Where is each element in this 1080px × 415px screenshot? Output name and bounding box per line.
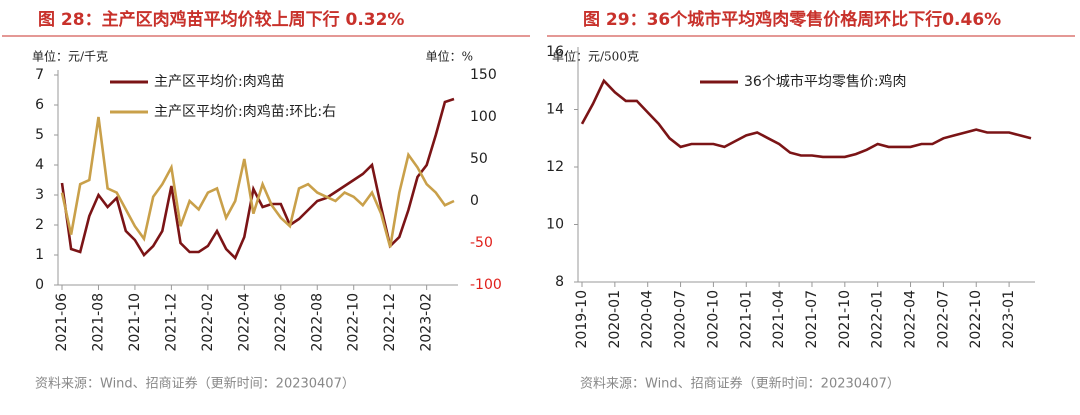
- legend-label: 主产区平均价:肉鸡苗: [154, 73, 285, 90]
- x-tick-label: 2021-08: [90, 293, 106, 352]
- x-tick-label: 2021-12: [163, 293, 179, 352]
- y-unit: 单位：元/千克: [32, 49, 108, 64]
- x-tick-label: 2021-07: [804, 290, 820, 349]
- x-tick-label: 2022-12: [382, 293, 398, 352]
- y-tick-label: 6: [35, 97, 44, 113]
- y2-tick-label: -50: [470, 235, 493, 251]
- x-tick-label: 2020-04: [640, 290, 656, 349]
- x-tick-label: 2023-01: [1001, 290, 1017, 349]
- y-tick-label: 8: [555, 274, 564, 290]
- y-tick-label: 5: [35, 127, 44, 143]
- y2-tick-label: 0: [470, 193, 479, 209]
- y2-tick-label: -100: [470, 277, 502, 293]
- y-tick-label: 14: [546, 102, 564, 118]
- y-tick-label: 4: [35, 157, 44, 173]
- y-unit: 单位：元/500克: [552, 49, 639, 64]
- y2-unit: 单位：%: [426, 49, 473, 64]
- y2-tick-label: 50: [470, 151, 488, 167]
- y-tick-label: 12: [546, 159, 564, 175]
- x-tick-label: 2022-01: [870, 290, 886, 349]
- legend-label: 主产区平均价:肉鸡苗:环比:右: [154, 103, 336, 120]
- x-tick-label: 2021-10: [837, 290, 853, 349]
- series-line: [580, 78, 1032, 159]
- x-tick-label: 2022-06: [273, 293, 289, 352]
- x-tick-label: 2023-02: [419, 293, 435, 352]
- x-tick-label: 2022-04: [236, 293, 252, 352]
- chart-title: 图 29：36个城市平均鸡肉零售价格周环比下行0.46%: [583, 9, 1001, 30]
- x-tick-label: 2022-08: [309, 293, 325, 352]
- x-tick-label: 2020-07: [673, 290, 689, 349]
- y-tick-label: 3: [35, 187, 44, 203]
- y-tick-label: 1: [35, 247, 44, 263]
- y-tick-label: 7: [35, 67, 44, 83]
- x-tick-label: 2021-06: [54, 293, 70, 352]
- x-tick-label: 2022-10: [346, 293, 362, 352]
- x-tick-label: 2022-04: [903, 290, 919, 349]
- x-tick-label: 2020-01: [607, 290, 623, 349]
- x-tick-label: 2019-10: [574, 290, 590, 349]
- y-tick-label: 0: [35, 277, 44, 293]
- chart-title: 图 28：主产区肉鸡苗平均价较上周下行 0.32%: [38, 9, 404, 30]
- source: 资料来源：Wind、招商证券（更新时间：20230407）: [35, 376, 355, 392]
- x-tick-label: 2022-10: [968, 290, 984, 349]
- x-tick-label: 2022-07: [935, 290, 951, 349]
- y2-tick-label: 100: [470, 109, 497, 125]
- series-line: [60, 97, 455, 261]
- source: 资料来源：Wind、招商证券（更新时间：20230407）: [580, 376, 900, 392]
- y-tick-label: 16: [546, 44, 564, 60]
- x-tick-label: 2021-01: [738, 290, 754, 349]
- x-tick-label: 2022-02: [200, 293, 216, 352]
- x-tick-label: 2021-04: [771, 290, 787, 349]
- legend-label: 36个城市平均零售价:鸡肉: [744, 73, 907, 90]
- series-line: [60, 116, 455, 248]
- y-tick-label: 2: [35, 217, 44, 233]
- x-tick-label: 2021-10: [127, 293, 143, 352]
- y2-tick-label: 150: [470, 67, 497, 83]
- y-tick-label: 10: [546, 217, 564, 233]
- x-tick-label: 2020-10: [705, 290, 721, 349]
